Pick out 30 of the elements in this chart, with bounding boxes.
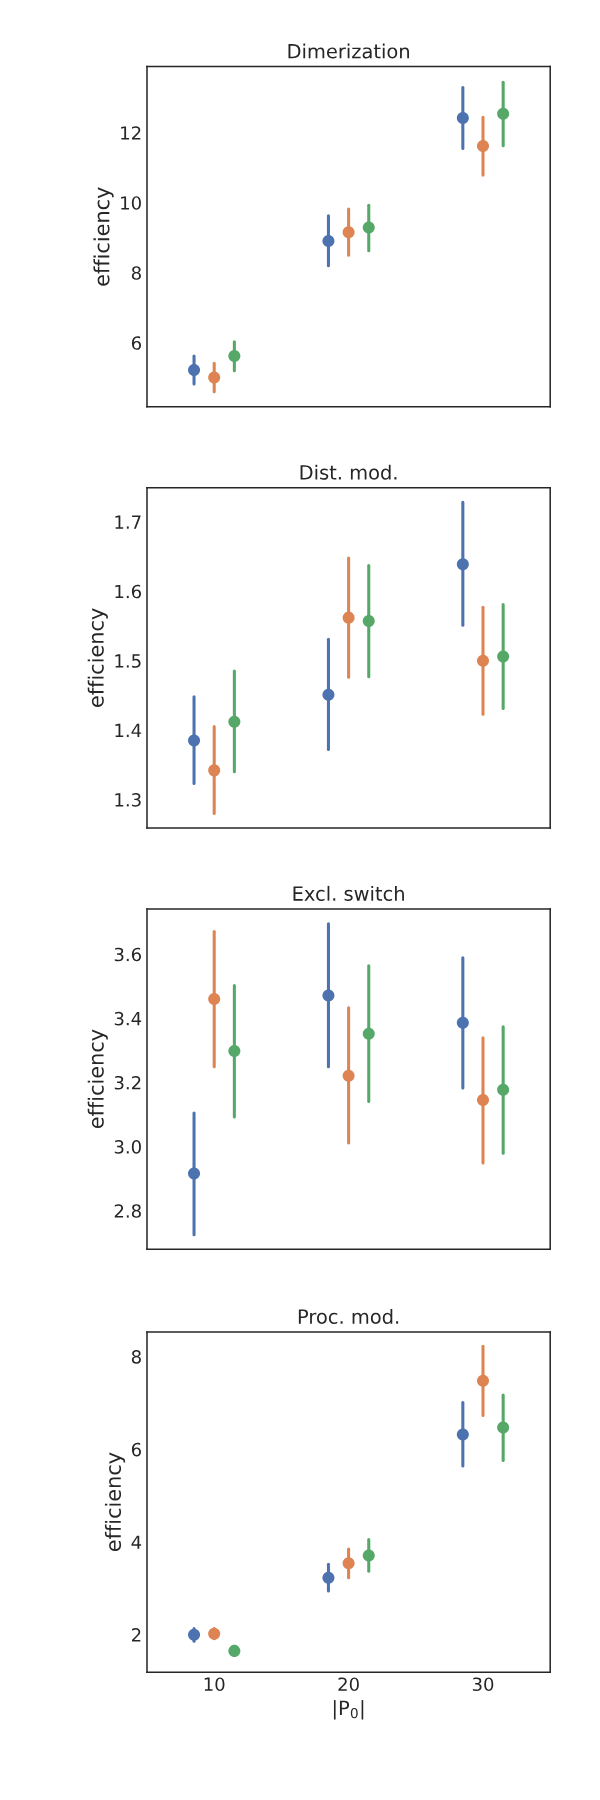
y-tick-label: 3.4 bbox=[114, 1011, 142, 1026]
chart-title: Dimerization bbox=[288, 43, 409, 59]
y-tick-label: 1.3 bbox=[115, 792, 141, 807]
y-tick-label: 3.0 bbox=[114, 1140, 141, 1154]
y-tick-label: 3.2 bbox=[114, 1075, 141, 1090]
y-tick-label: 3.6 bbox=[114, 947, 141, 962]
chart-title: Dist. mod. bbox=[300, 464, 397, 480]
y-tick-label: 2 bbox=[131, 1628, 141, 1642]
y-tick-label: 1.4 bbox=[115, 723, 142, 737]
x-tick-label: 30 bbox=[472, 1677, 494, 1692]
y-axis-title: efficiency bbox=[87, 608, 108, 707]
y-tick-label: 8 bbox=[131, 1350, 141, 1364]
y-tick-label: 1.5 bbox=[115, 654, 141, 668]
x-tick-label: 10 bbox=[204, 1677, 225, 1692]
y-tick-label: 1.6 bbox=[115, 584, 141, 599]
y-tick-label: 6 bbox=[131, 336, 141, 350]
y-tick-label: 6 bbox=[131, 1442, 141, 1457]
x-tick-label: 20 bbox=[338, 1677, 359, 1692]
chart-title: Excl. switch bbox=[293, 885, 404, 901]
y-tick-label: 1.7 bbox=[115, 515, 141, 529]
y-axis-title: efficiency bbox=[93, 187, 114, 286]
y-tick-label: 12 bbox=[121, 126, 141, 140]
y-tick-label: 2.8 bbox=[114, 1204, 141, 1218]
x-axis-title: |P$_{0}$| bbox=[333, 1700, 364, 1720]
chart-title: Proc. mod. bbox=[298, 1308, 399, 1324]
y-tick-label: 8 bbox=[131, 266, 141, 280]
y-tick-label: 4 bbox=[131, 1535, 142, 1549]
y-axis-title: efficiency bbox=[87, 1029, 108, 1129]
y-tick-label: 10 bbox=[121, 196, 141, 210]
y-axis-title: efficiency bbox=[104, 1452, 126, 1552]
